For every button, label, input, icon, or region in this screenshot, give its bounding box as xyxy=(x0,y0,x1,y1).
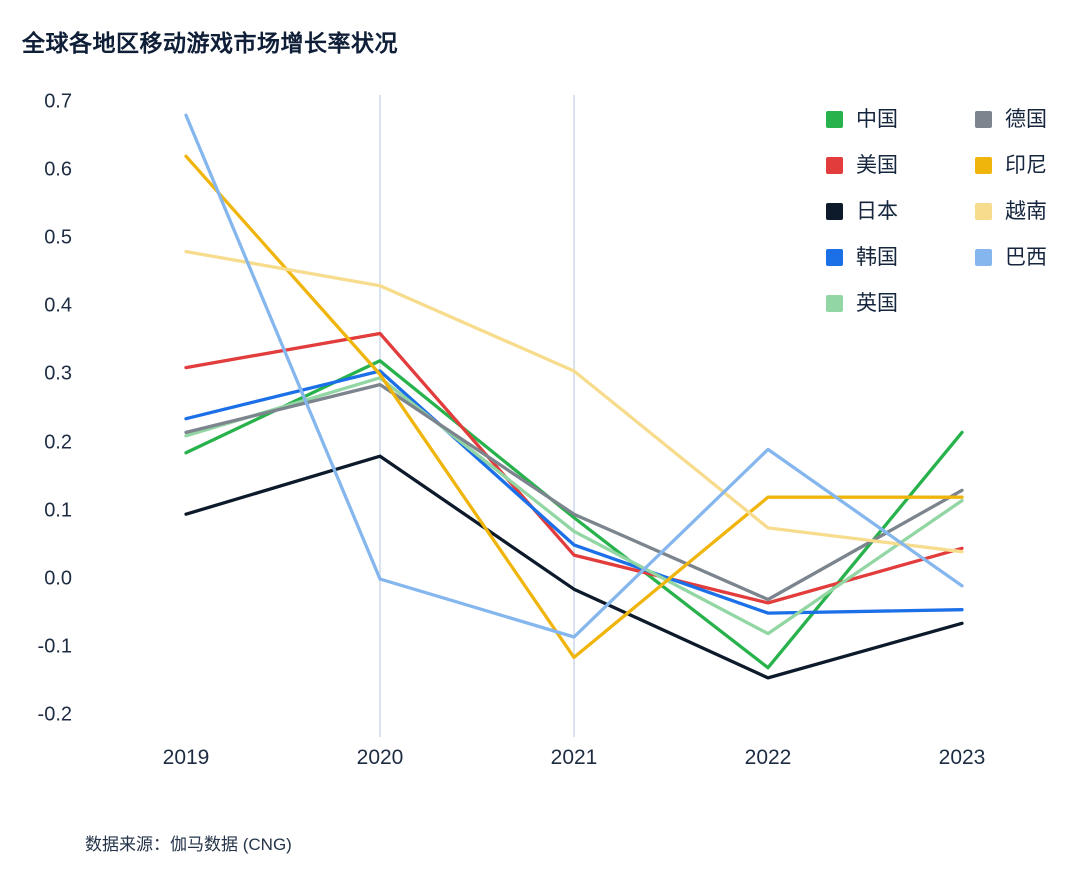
y-tick-label: 0.6 xyxy=(44,158,72,181)
legend-item-日本: 日本 xyxy=(826,188,898,234)
legend-column-1: 中国美国日本韩国英国 xyxy=(826,96,898,326)
x-tick-label-2020: 2020 xyxy=(356,746,404,769)
series-line-越南 xyxy=(184,249,964,554)
series-line-印尼 xyxy=(184,154,964,660)
y-tick-label: -0.1 xyxy=(37,635,72,658)
source-note: 数据来源：伽马数据 (CNG) xyxy=(85,835,292,854)
y-tick-label: 0.4 xyxy=(44,294,72,317)
y-tick-label: 0.5 xyxy=(44,226,72,249)
legend-item-印尼: 印尼 xyxy=(975,142,1047,188)
series-line-巴西 xyxy=(184,113,964,639)
legend-item-中国: 中国 xyxy=(826,96,898,142)
x-tick-label-2022: 2022 xyxy=(744,746,792,769)
x-tick-label-2019: 2019 xyxy=(162,746,210,769)
legend-swatch-icon xyxy=(826,156,843,174)
legend-label: 巴西 xyxy=(1005,245,1047,269)
legend-label: 越南 xyxy=(1005,199,1047,223)
legend-swatch-icon xyxy=(826,248,843,266)
legend-item-英国: 英国 xyxy=(826,280,898,326)
y-tick-label: 0.0 xyxy=(44,567,72,590)
legend-label: 中国 xyxy=(856,107,898,131)
legend-swatch-icon xyxy=(975,156,992,174)
legend-label: 印尼 xyxy=(1005,153,1047,177)
x-tick-label-2023: 2023 xyxy=(938,746,986,769)
legend-label: 英国 xyxy=(856,291,898,315)
legend-item-越南: 越南 xyxy=(975,188,1047,234)
y-tick-label: 0.2 xyxy=(44,431,72,454)
legend-swatch-icon xyxy=(826,294,843,312)
x-tick-label-2021: 2021 xyxy=(550,746,598,769)
y-tick-label: 0.7 xyxy=(44,90,72,113)
legend-swatch-icon xyxy=(975,248,992,266)
series-line-美国 xyxy=(184,331,964,605)
legend-column-2: 德国 印尼 越南 巴西 xyxy=(975,96,1047,280)
legend-swatch-icon xyxy=(975,202,992,220)
legend-swatch-icon xyxy=(826,110,843,128)
legend-label: 美国 xyxy=(856,153,898,177)
y-tick-label: 0.3 xyxy=(44,362,72,385)
y-tick-label: 0.1 xyxy=(44,499,72,522)
legend-item-巴西: 巴西 xyxy=(975,234,1047,280)
legend-swatch-icon xyxy=(975,110,992,128)
page-title: 全球各地区移动游戏市场增长率状况 xyxy=(22,30,398,56)
legend-label: 德国 xyxy=(1005,107,1047,131)
legend-label: 韩国 xyxy=(856,245,898,269)
legend-item-德国: 德国 xyxy=(975,96,1047,142)
series-line-德国 xyxy=(184,382,964,602)
legend-swatch-icon xyxy=(826,202,843,220)
legend-label: 日本 xyxy=(856,199,898,223)
series-line-英国 xyxy=(184,376,964,636)
legend-item-美国: 美国 xyxy=(826,142,898,188)
series-line-韩国 xyxy=(184,369,964,615)
y-tick-label: -0.2 xyxy=(37,703,72,726)
legend-item-韩国: 韩国 xyxy=(826,234,898,280)
series-line-日本 xyxy=(184,454,964,680)
